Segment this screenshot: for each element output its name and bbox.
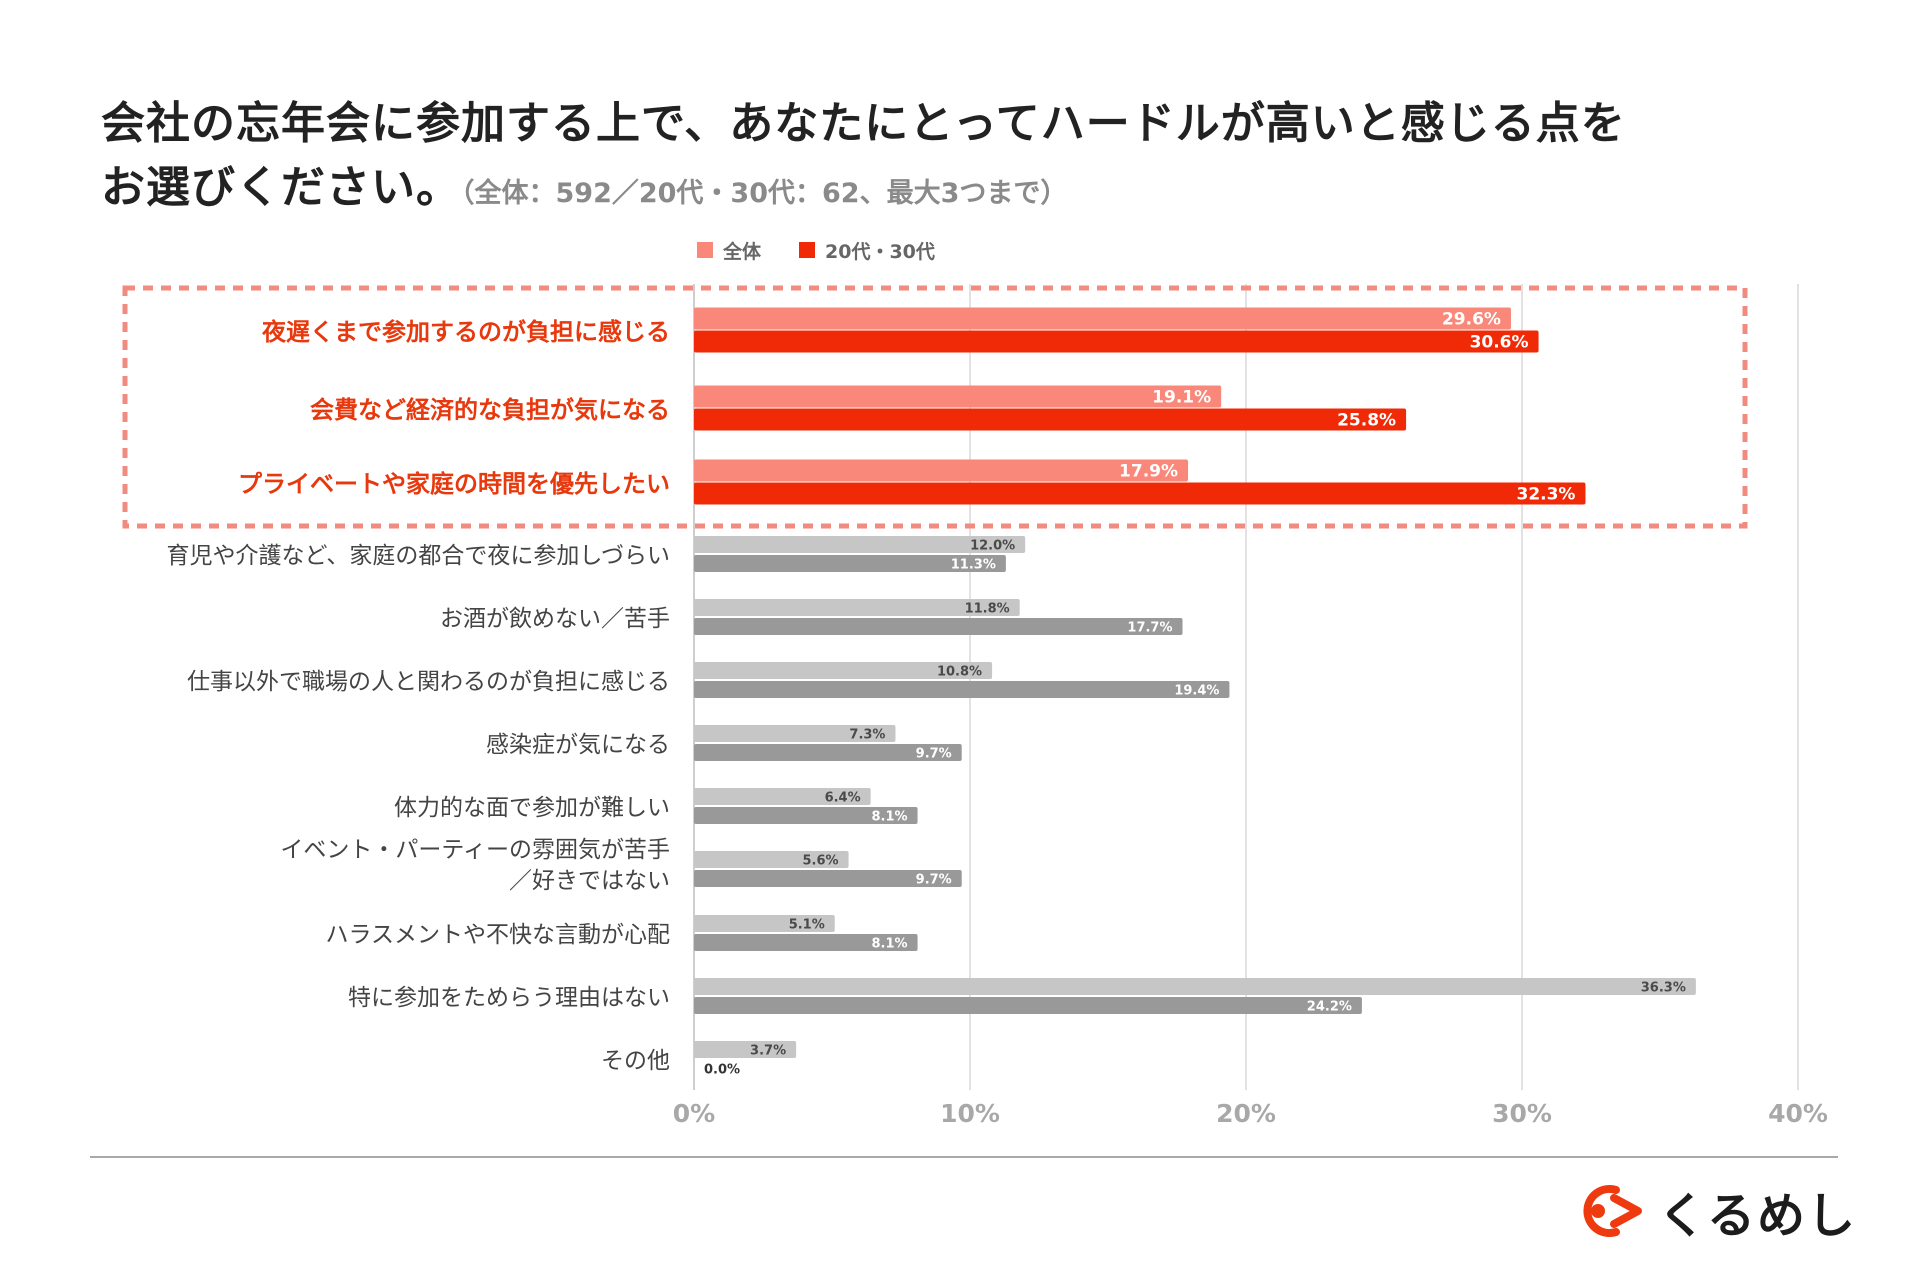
bar-all-value-label: 19.1% [1152, 388, 1211, 408]
bar-all-value-label: 11.8% [965, 602, 1010, 617]
category-label-line: ／好きではない [509, 868, 670, 894]
bar-all-value-label: 5.1% [789, 918, 825, 933]
category-label: 夜遅くまで参加するのが負担に感じる [261, 318, 670, 346]
x-tick-label: 0% [673, 1099, 715, 1128]
chart-title: 会社の忘年会に参加する上で、あなたにとってハードルが高いと感じる点を お選びくだ… [101, 92, 1861, 226]
legend-item-all: 全体 [697, 237, 761, 264]
legend-swatch-young [799, 242, 816, 258]
bar-young-value-label: 9.7% [916, 747, 952, 762]
legend-item-young: 20代・30代 [799, 237, 935, 264]
x-tick-label: 30% [1492, 1099, 1552, 1128]
logo-wordmark: くるめし [1658, 1188, 1858, 1244]
bar-all-value-label: 5.6% [802, 854, 838, 869]
category-label: イベント・パーティーの雰囲気が苦手 ／好きではない [280, 837, 670, 894]
bar-all-value-label: 17.9% [1119, 462, 1178, 482]
category-label: その他 [601, 1048, 670, 1074]
x-tick-label: 10% [940, 1099, 1000, 1128]
chart-subtitle: （全体：592／20代・30代：62、最大3つまで） [461, 178, 1068, 209]
bar-all-value-label: 12.0% [970, 539, 1015, 554]
bar-all [694, 459, 1189, 482]
bar-all [694, 851, 849, 868]
bar-all [694, 978, 1696, 995]
bar-all [694, 725, 896, 742]
category-label: ハラスメントや不快な言動が心配 [325, 922, 670, 948]
legend-label-young: 20代・30代 [825, 240, 935, 263]
x-tick-label: 20% [1216, 1099, 1276, 1128]
brand-logo: くるめし [1574, 1183, 1857, 1244]
bar-all [694, 599, 1020, 616]
category-label: 感染症が気になる [486, 732, 670, 758]
bar-young-value-label: 24.2% [1307, 1000, 1352, 1015]
bar-young [694, 870, 962, 887]
bar-young-value-label: 19.4% [1174, 684, 1219, 699]
bar-all-value-label: 10.8% [937, 665, 982, 680]
bar-young [694, 330, 1539, 353]
bar-all-value-label: 6.4% [825, 791, 861, 806]
bar-young-value-label: 0.0% [704, 1063, 740, 1078]
bar-young [694, 618, 1183, 635]
category-label: 仕事以外で職場の人と関わるのが負担に感じる [187, 669, 670, 695]
bar-young [694, 555, 1006, 572]
bar-young [694, 681, 1230, 698]
bar-young [694, 934, 918, 951]
category-label: プライベートや家庭の時間を優先したい [238, 470, 670, 498]
category-label: 会費など経済的な負担が気になる [310, 396, 670, 424]
category-label: お酒が飲めない／苦手 [440, 606, 670, 632]
bar-young-value-label: 9.7% [916, 873, 952, 888]
bar-all [694, 1041, 797, 1058]
bar-young-value-label: 25.8% [1337, 411, 1396, 431]
bar-all-value-label: 29.6% [1442, 310, 1501, 330]
bar-young-value-label: 8.1% [871, 937, 907, 952]
bar-young [694, 744, 962, 761]
bar-all [694, 915, 835, 932]
chart-title-line2: お選びください。（全体：592／20代・30代：62、最大3つまで） [101, 156, 1861, 226]
bar-all [694, 307, 1511, 330]
legend: 全体 20代・30代 [697, 237, 935, 263]
chart-title-line2-text: お選びください。 [101, 162, 461, 213]
bar-all-value-label: 3.7% [750, 1044, 786, 1059]
category-label-line: イベント・パーティーの雰囲気が苦手 [280, 837, 670, 863]
legend-label-all: 全体 [723, 240, 762, 263]
bar-all [694, 385, 1222, 408]
bar-young [694, 807, 918, 824]
bar-young [694, 408, 1407, 431]
bar-young-value-label: 11.3% [951, 558, 996, 573]
bar-all-value-label: 36.3% [1641, 981, 1686, 996]
category-label: 特に参加をためらう理由はない [348, 985, 670, 1011]
bar-all [694, 662, 993, 679]
bar-all-value-label: 7.3% [849, 728, 885, 743]
legend-swatch-all [697, 242, 713, 258]
bar-young [694, 997, 1362, 1014]
x-tick-label: 40% [1768, 1099, 1828, 1128]
category-label: 育児や介護など、家庭の都合で夜に参加しづらい [167, 543, 670, 569]
category-label: 体力的な面で参加が難しい [394, 795, 670, 821]
highlight-box [122, 285, 1748, 529]
kurumeshi-logo-icon [1583, 1185, 1642, 1237]
bar-young-value-label: 30.6% [1470, 333, 1529, 353]
bar-young [694, 482, 1586, 505]
bar-young-value-label: 17.7% [1127, 621, 1172, 636]
bar-all [694, 788, 871, 805]
chart-title-line1: 会社の忘年会に参加する上で、あなたにとってハードルが高いと感じる点を [101, 98, 1626, 149]
bar-all [694, 536, 1026, 553]
bar-young-value-label: 8.1% [871, 810, 907, 825]
bottom-divider [90, 1156, 1838, 1158]
bar-young-value-label: 32.3% [1516, 485, 1575, 505]
